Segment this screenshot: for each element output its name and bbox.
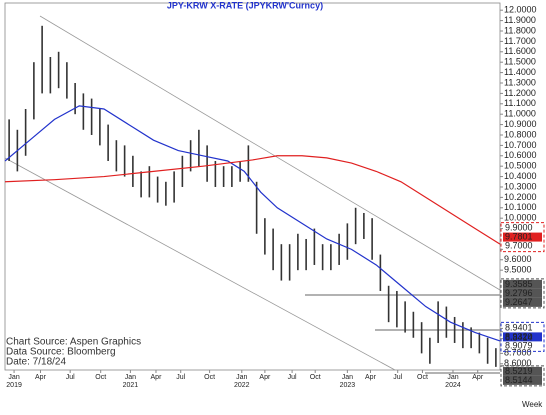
x-year-label: 2024 <box>445 382 461 389</box>
x-year-label: 2022 <box>234 382 250 389</box>
x-tick-label: Oct <box>417 374 428 381</box>
x-tick-label: Jan <box>447 374 458 381</box>
level-label: 9.3585 <box>505 279 533 289</box>
x-tick-label: Apr <box>365 374 377 381</box>
level-label: 9.9000 <box>505 222 533 232</box>
y-tick-label: 11.3000 <box>504 77 536 87</box>
y-tick-label: 10.5000 <box>504 161 537 171</box>
level-box <box>500 278 545 309</box>
source-text: Data Source: Bloomberg <box>6 347 116 358</box>
y-tick-label: 11.4000 <box>504 67 536 77</box>
x-tick-label: Apr <box>151 374 163 381</box>
level-label: 9.7000 <box>505 240 533 250</box>
chart-title: JPY-KRW X-RATE (JPYKRW'Curncy) <box>167 0 323 10</box>
level-fill <box>503 232 542 242</box>
x-year-label: 2021 <box>123 382 139 389</box>
level-label: 8.5144 <box>505 375 533 385</box>
level-box <box>500 365 545 387</box>
x-tick-label: Jul <box>288 374 297 381</box>
period-label: Week <box>522 400 543 409</box>
level-box <box>500 321 545 352</box>
x-tick-label: Apr <box>472 374 484 381</box>
moving-average <box>4 155 501 245</box>
level-label: 9.2647 <box>505 297 533 307</box>
x-tick-label: Oct <box>95 374 106 381</box>
x-tick-label: Apr <box>259 374 271 381</box>
level-label: 8.5219 <box>505 366 533 376</box>
y-tick-label: 10.3000 <box>504 181 537 191</box>
source-text: Chart Source: Aspen Graphics <box>6 337 141 348</box>
y-tick-label: 10.2000 <box>504 192 537 202</box>
y-tick-label: 11.8000 <box>504 25 536 35</box>
level-label: 8.9320 <box>505 331 533 341</box>
y-tick-label: 10.8000 <box>504 129 537 139</box>
source-text: Date: 7/18/24 <box>6 357 66 368</box>
y-tick-label: 9.6000 <box>504 254 532 264</box>
x-tick-label: Oct <box>310 374 321 381</box>
level-label: 9.2796 <box>505 288 533 298</box>
y-tick-label: 10.6000 <box>504 150 537 160</box>
y-tick-label: 11.1000 <box>504 98 536 108</box>
level-fill <box>503 279 542 289</box>
level-fill <box>503 297 542 307</box>
x-tick-label: Jul <box>176 374 185 381</box>
level-fill <box>503 288 542 298</box>
y-tick-label: 10.7000 <box>504 140 537 150</box>
x-tick-label: Oct <box>204 374 215 381</box>
y-tick-label: 8.6000 <box>504 358 532 368</box>
y-tick-label: 11.2000 <box>504 88 536 98</box>
level-fill <box>503 375 542 385</box>
x-tick-label: Apr <box>35 374 47 381</box>
y-tick-label: 11.5000 <box>504 57 536 67</box>
x-tick-label: Jul <box>393 374 402 381</box>
x-tick-label: Jul <box>66 374 75 381</box>
y-tick-label: 11.7000 <box>504 36 536 46</box>
y-tick-label: 10.4000 <box>504 171 537 181</box>
x-year-label: 2019 <box>6 382 22 389</box>
level-label: 9.7801 <box>505 231 533 241</box>
y-tick-label: 11.6000 <box>504 46 536 56</box>
y-tick-label: 10.9000 <box>504 119 537 129</box>
level-label: 8.9401 <box>505 322 533 332</box>
channel-line <box>39 15 501 291</box>
y-tick-label: 11.9000 <box>504 15 536 25</box>
y-tick-label: 9.5000 <box>504 265 532 275</box>
level-label: 8.8414 <box>505 333 533 343</box>
x-tick-label: Jan <box>236 374 247 381</box>
x-tick-label: Jan <box>125 374 136 381</box>
level-fill <box>503 366 542 376</box>
moving-average <box>4 105 501 342</box>
x-tick-label: Jan <box>8 374 19 381</box>
y-tick-label: 10.0000 <box>504 213 537 223</box>
level-label: 8.9079 <box>505 340 533 350</box>
channel-line <box>4 157 396 371</box>
level-box <box>500 222 545 253</box>
y-tick-label: 10.1000 <box>504 202 537 212</box>
x-year-label: 2023 <box>340 382 356 389</box>
level-fill <box>503 332 542 342</box>
y-tick-label: 12.0000 <box>504 5 537 15</box>
y-tick-label: 8.7000 <box>504 348 532 358</box>
y-tick-label: 11.0000 <box>504 109 536 119</box>
x-tick-label: Jan <box>342 374 353 381</box>
